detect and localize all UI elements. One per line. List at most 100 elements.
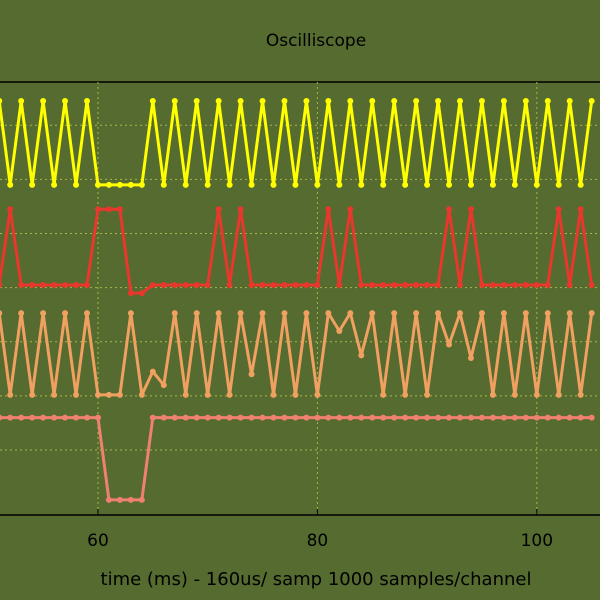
data-point — [413, 414, 420, 421]
data-point — [544, 310, 551, 317]
data-point — [40, 310, 47, 317]
data-point — [171, 414, 178, 421]
data-point — [270, 391, 277, 398]
data-point — [149, 97, 156, 104]
data-point — [94, 206, 101, 213]
data-point — [160, 281, 167, 288]
data-point — [435, 97, 442, 104]
data-point — [424, 391, 431, 398]
data-point — [62, 414, 69, 421]
data-point — [577, 181, 584, 188]
data-point — [314, 281, 321, 288]
data-point — [544, 281, 551, 288]
data-point — [204, 181, 211, 188]
data-point — [18, 414, 25, 421]
data-point — [369, 310, 376, 317]
data-point — [7, 181, 14, 188]
data-point — [391, 281, 398, 288]
data-point — [446, 181, 453, 188]
data-point — [204, 391, 211, 398]
data-point — [489, 281, 496, 288]
data-point — [160, 382, 167, 389]
data-point — [259, 310, 266, 317]
data-point — [555, 206, 562, 213]
data-point — [270, 414, 277, 421]
data-point — [149, 281, 156, 288]
data-point — [533, 181, 540, 188]
data-point — [489, 181, 496, 188]
data-point — [193, 97, 200, 104]
data-point — [325, 97, 332, 104]
data-point — [511, 181, 518, 188]
data-point — [193, 414, 200, 421]
data-point — [83, 310, 90, 317]
data-point — [226, 281, 233, 288]
data-point — [138, 181, 145, 188]
data-point — [336, 181, 343, 188]
data-point — [0, 282, 3, 288]
data-point — [237, 414, 244, 421]
data-point — [18, 281, 25, 288]
data-point — [369, 281, 376, 288]
data-point — [303, 97, 310, 104]
data-point — [391, 310, 398, 317]
data-point — [402, 414, 409, 421]
data-point — [303, 281, 310, 288]
data-point — [29, 181, 36, 188]
data-point — [270, 181, 277, 188]
data-point — [248, 281, 255, 288]
chart-title: Oscilliscope — [266, 31, 366, 51]
data-point — [303, 414, 310, 421]
data-point — [127, 496, 134, 503]
data-point — [511, 391, 518, 398]
data-point — [325, 414, 332, 421]
data-point — [544, 97, 551, 104]
data-point — [0, 98, 3, 104]
data-point — [248, 181, 255, 188]
data-point — [446, 206, 453, 213]
data-point — [544, 414, 551, 421]
data-point — [588, 414, 595, 421]
data-point — [314, 391, 321, 398]
data-point — [489, 414, 496, 421]
data-point — [62, 97, 69, 104]
data-point — [281, 97, 288, 104]
data-point — [270, 281, 277, 288]
data-point — [577, 414, 584, 421]
data-point — [347, 206, 354, 213]
data-point — [51, 414, 58, 421]
data-point — [40, 281, 47, 288]
data-point — [204, 414, 211, 421]
data-point — [62, 310, 69, 317]
data-point — [160, 181, 167, 188]
data-point — [457, 310, 464, 317]
data-point — [314, 414, 321, 421]
data-point — [358, 414, 365, 421]
data-point — [215, 414, 222, 421]
data-point — [577, 391, 584, 398]
data-point — [51, 181, 58, 188]
data-point — [533, 391, 540, 398]
data-point — [29, 281, 36, 288]
data-point — [588, 281, 595, 288]
data-point — [435, 310, 442, 317]
x-axis-label: time (ms) - 160us/ samp 1000 samples/cha… — [101, 569, 532, 590]
data-point — [226, 414, 233, 421]
data-point — [7, 391, 14, 398]
data-point — [314, 181, 321, 188]
data-point — [336, 281, 343, 288]
data-point — [215, 206, 222, 213]
data-point — [116, 206, 123, 213]
data-point — [424, 414, 431, 421]
data-point — [0, 414, 3, 421]
data-point — [555, 414, 562, 421]
data-point — [215, 310, 222, 317]
data-point — [149, 368, 156, 375]
data-point — [18, 310, 25, 317]
data-point — [566, 281, 573, 288]
data-point — [94, 181, 101, 188]
data-point — [522, 414, 529, 421]
data-point — [369, 414, 376, 421]
data-point — [577, 206, 584, 213]
